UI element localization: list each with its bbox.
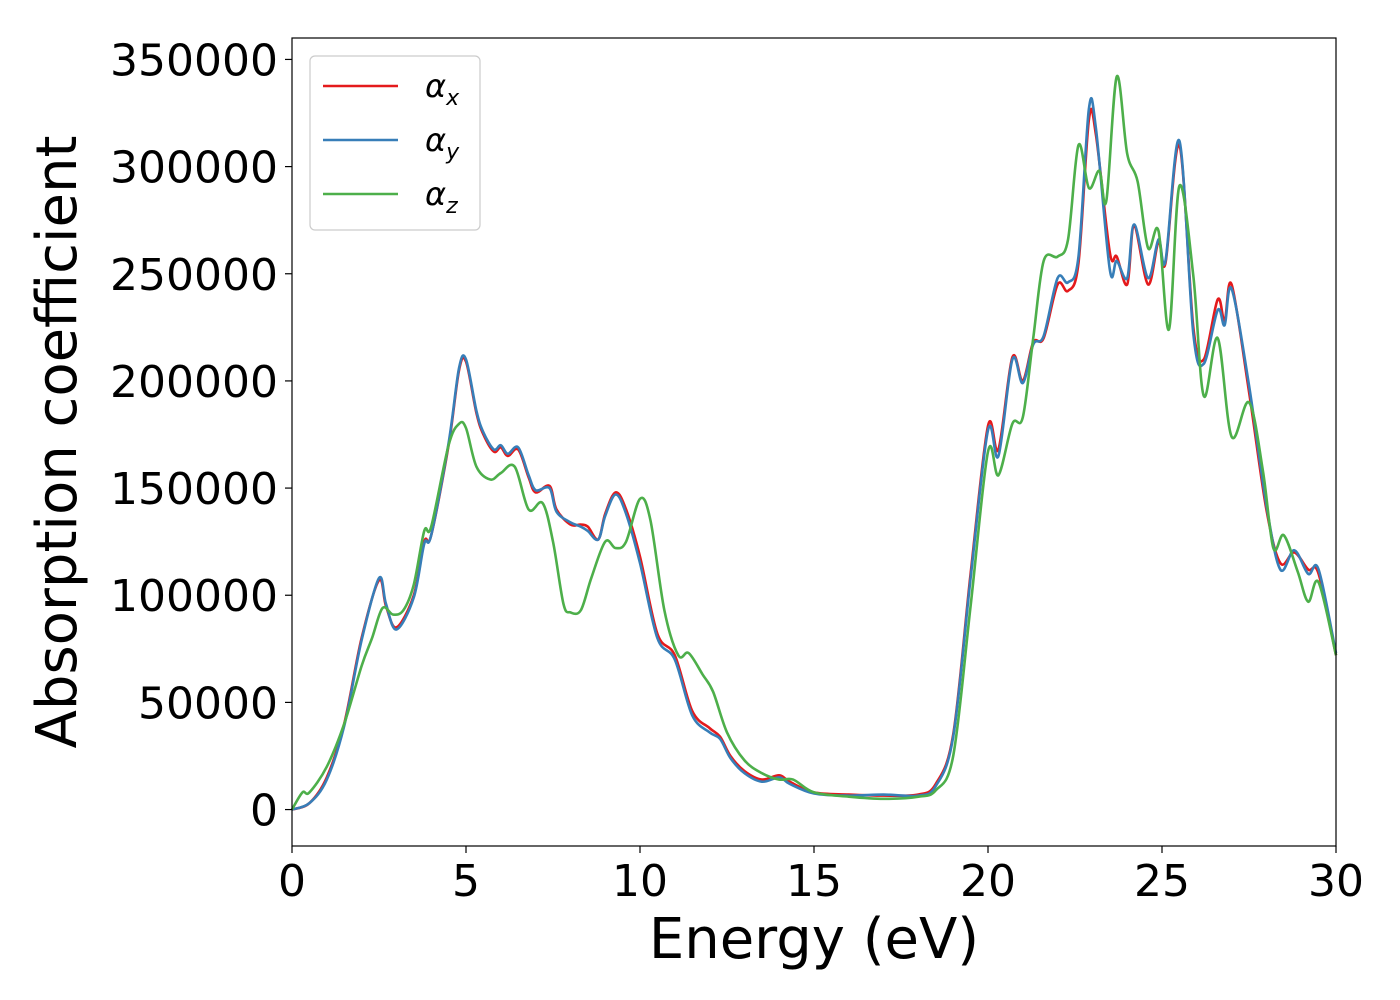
y-axis-ticks: 0 50000 100000 150000 200000 250000 300000 3500… <box>110 35 292 837</box>
series-line-z <box>290 75 1338 811</box>
x-tick-label: 0 <box>278 856 306 907</box>
legend-subscript: y <box>445 140 460 165</box>
legend-box <box>309 55 481 231</box>
x-axis-ticks: 0 5 10 15 20 25 30 <box>278 846 1364 907</box>
x-tick-label: 30 <box>1308 856 1364 907</box>
y-tick-label: 150000 <box>110 464 278 515</box>
plot-lines <box>290 75 1338 811</box>
y-axis-title: Absorption coefficient <box>25 136 90 749</box>
y-tick-label: 0 <box>250 786 278 837</box>
y-tick-label: 200000 <box>110 357 278 408</box>
legend-label-z: αz <box>425 175 458 219</box>
x-tick-label: 25 <box>1134 856 1190 907</box>
y-tick-label: 350000 <box>110 35 278 86</box>
y-tick-label: 100000 <box>110 571 278 622</box>
y-tick-label: 300000 <box>110 143 278 194</box>
series-line-y <box>291 97 1338 811</box>
legend-label-y: αy <box>425 121 460 165</box>
y-tick-label: 50000 <box>138 678 278 729</box>
x-tick-label: 20 <box>960 856 1016 907</box>
legend-symbol: α <box>425 175 446 213</box>
legend-symbol: α <box>425 67 446 105</box>
legend-label-x: αx <box>425 67 460 111</box>
legend-subscript: x <box>445 86 460 111</box>
x-tick-label: 15 <box>786 856 842 907</box>
x-tick-label: 5 <box>452 856 480 907</box>
y-tick-label: 250000 <box>110 250 278 301</box>
legend-symbol: α <box>425 121 446 159</box>
x-tick-label: 10 <box>612 856 668 907</box>
x-axis-title: Energy (eV) <box>649 907 979 972</box>
legend-subscript: z <box>445 194 458 219</box>
